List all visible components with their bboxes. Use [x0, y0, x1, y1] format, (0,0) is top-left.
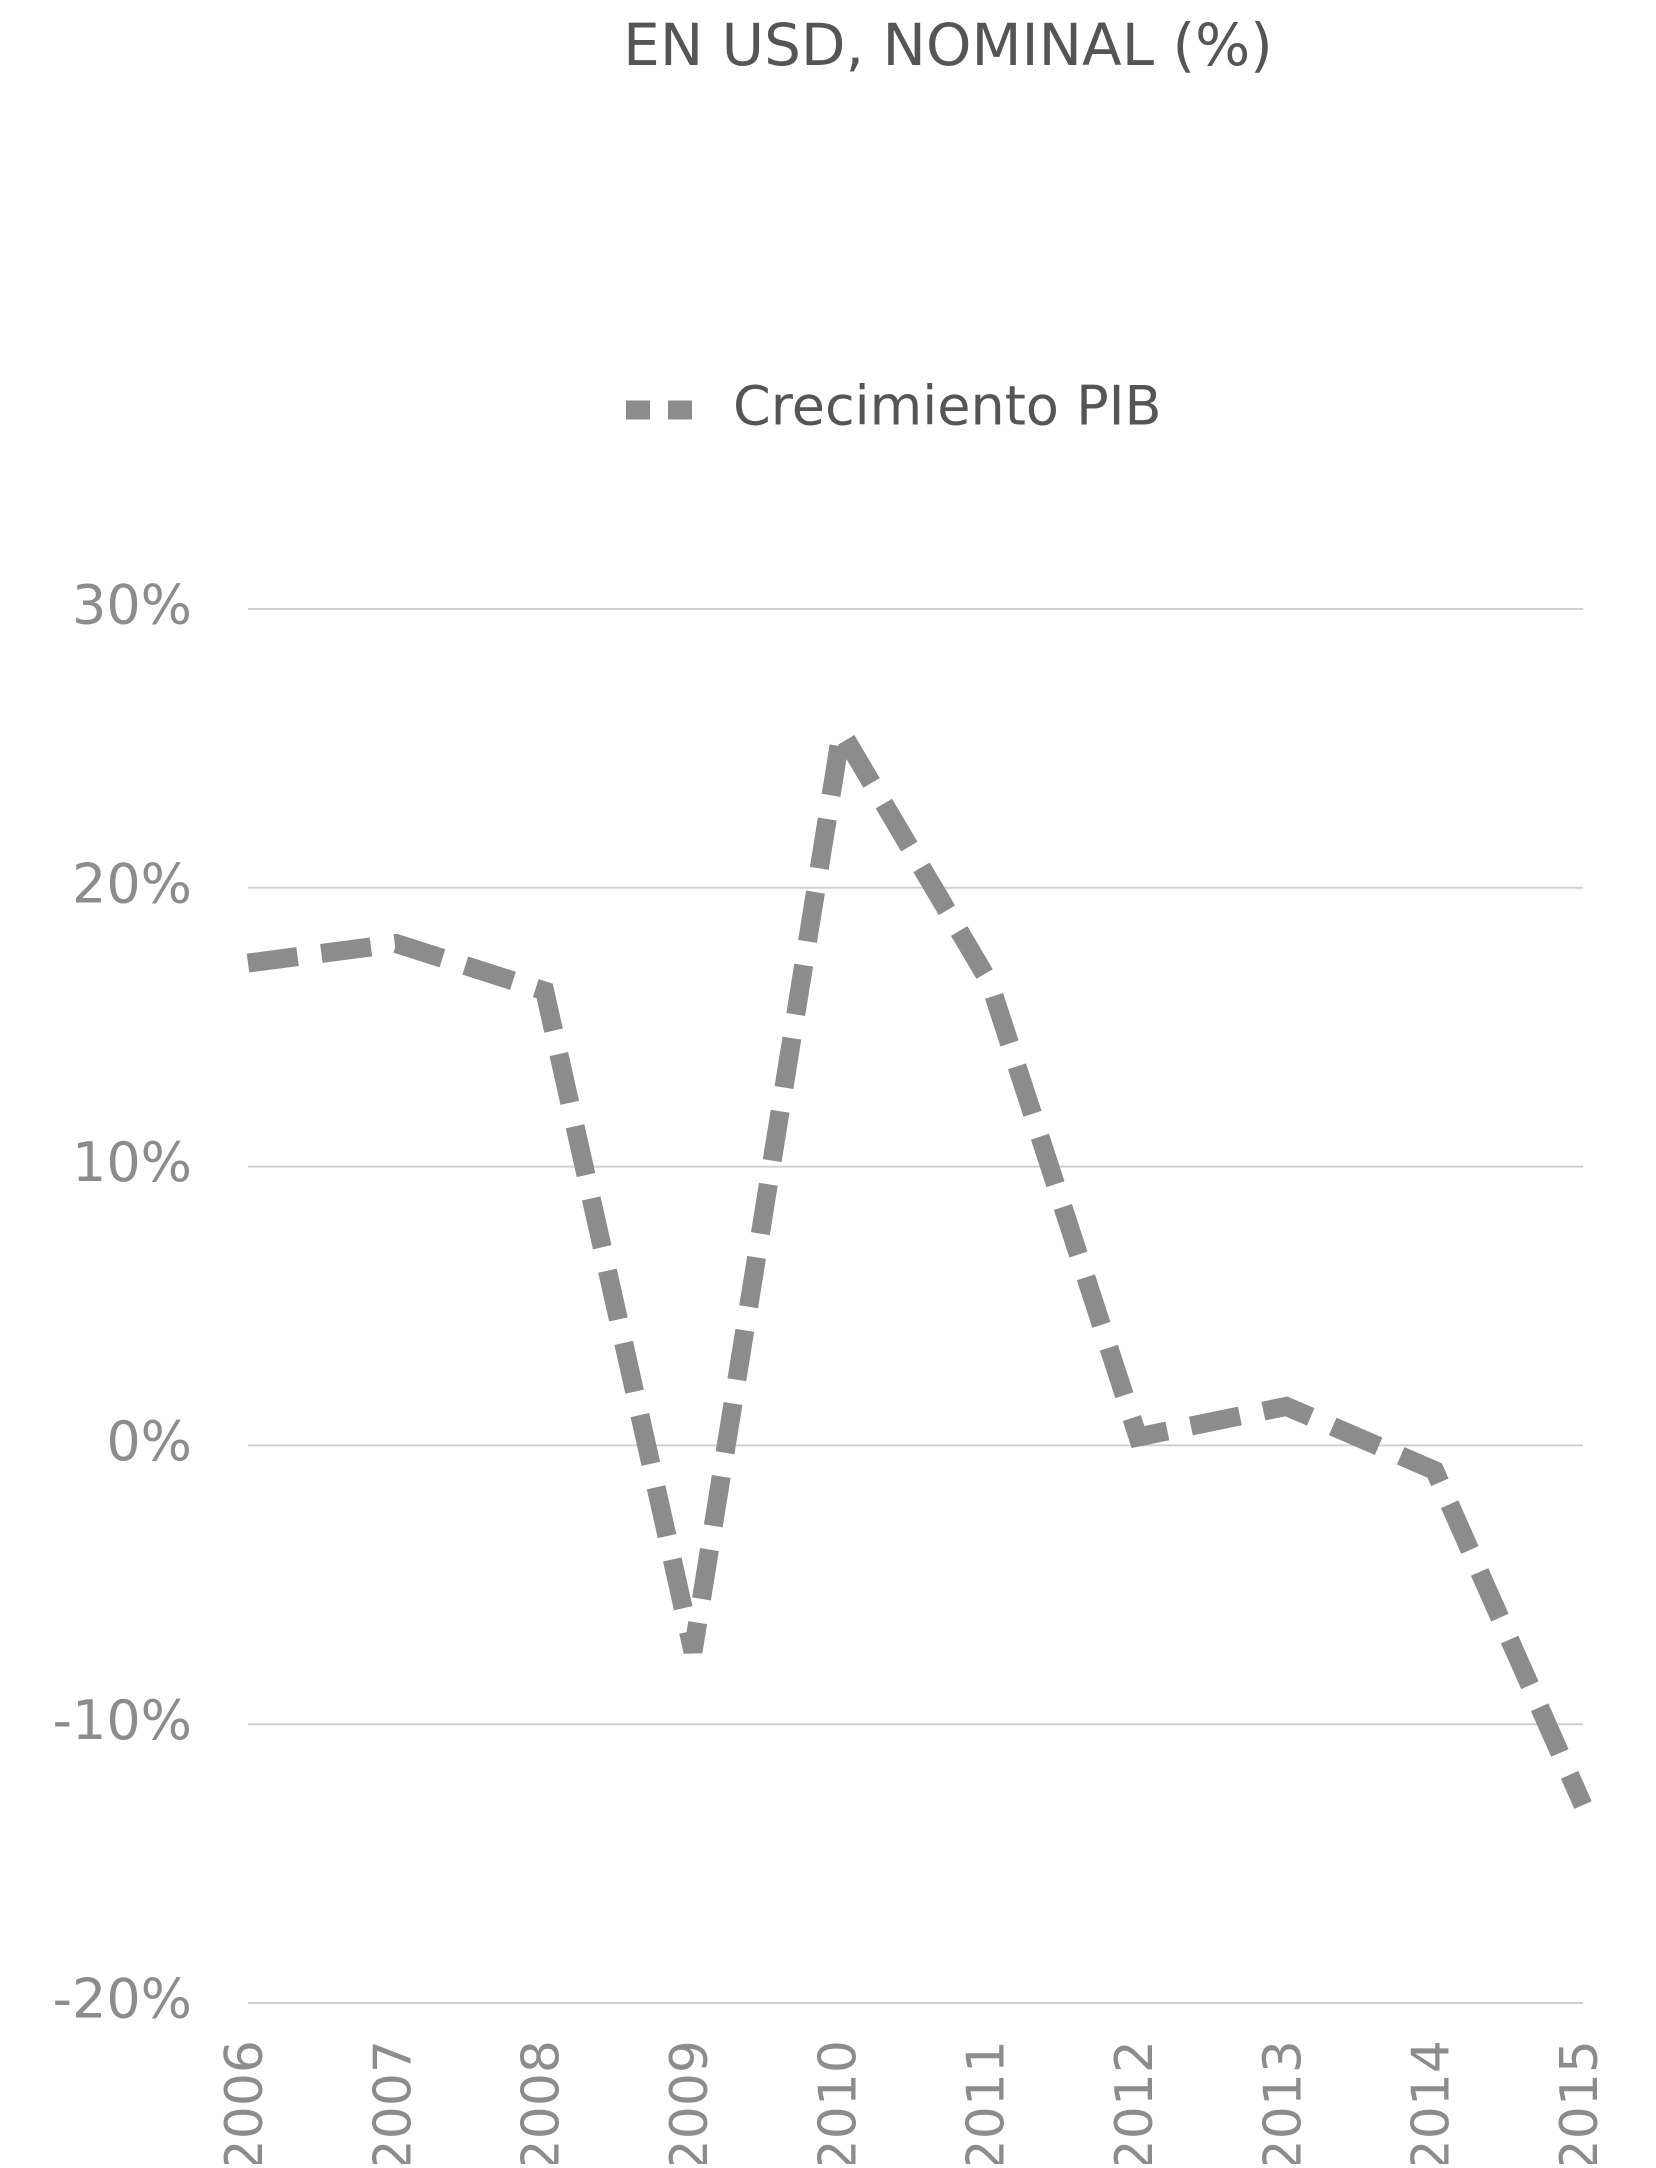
x-tick-label: 2015: [1550, 2040, 1610, 2164]
x-tick-label: 2011: [957, 2040, 1017, 2164]
y-tick-label: 20%: [72, 852, 192, 915]
x-tick-label: 2012: [1105, 2040, 1165, 2164]
x-tick-label: 2014: [1402, 2040, 1462, 2164]
x-tick-label: 2008: [512, 2040, 572, 2164]
chart-title: EN USD, NOMINAL (%): [623, 11, 1273, 79]
x-tick-label: 2009: [660, 2040, 720, 2164]
y-tick-label: 10%: [72, 1131, 192, 1194]
x-tick-label: 2013: [1253, 2040, 1313, 2164]
y-tick-label: -20%: [52, 1968, 192, 2031]
data-line: [246, 704, 1592, 1809]
y-tick-label: 30%: [72, 574, 192, 637]
x-tick-label: 2007: [363, 2040, 423, 2164]
x-tick-label: 2006: [215, 2040, 275, 2164]
y-tick-label: -10%: [52, 1689, 192, 1752]
y-tick-label: 0%: [106, 1410, 192, 1473]
legend-label: Crecimiento PIB: [733, 375, 1162, 438]
x-tick-label: 2010: [808, 2040, 868, 2164]
